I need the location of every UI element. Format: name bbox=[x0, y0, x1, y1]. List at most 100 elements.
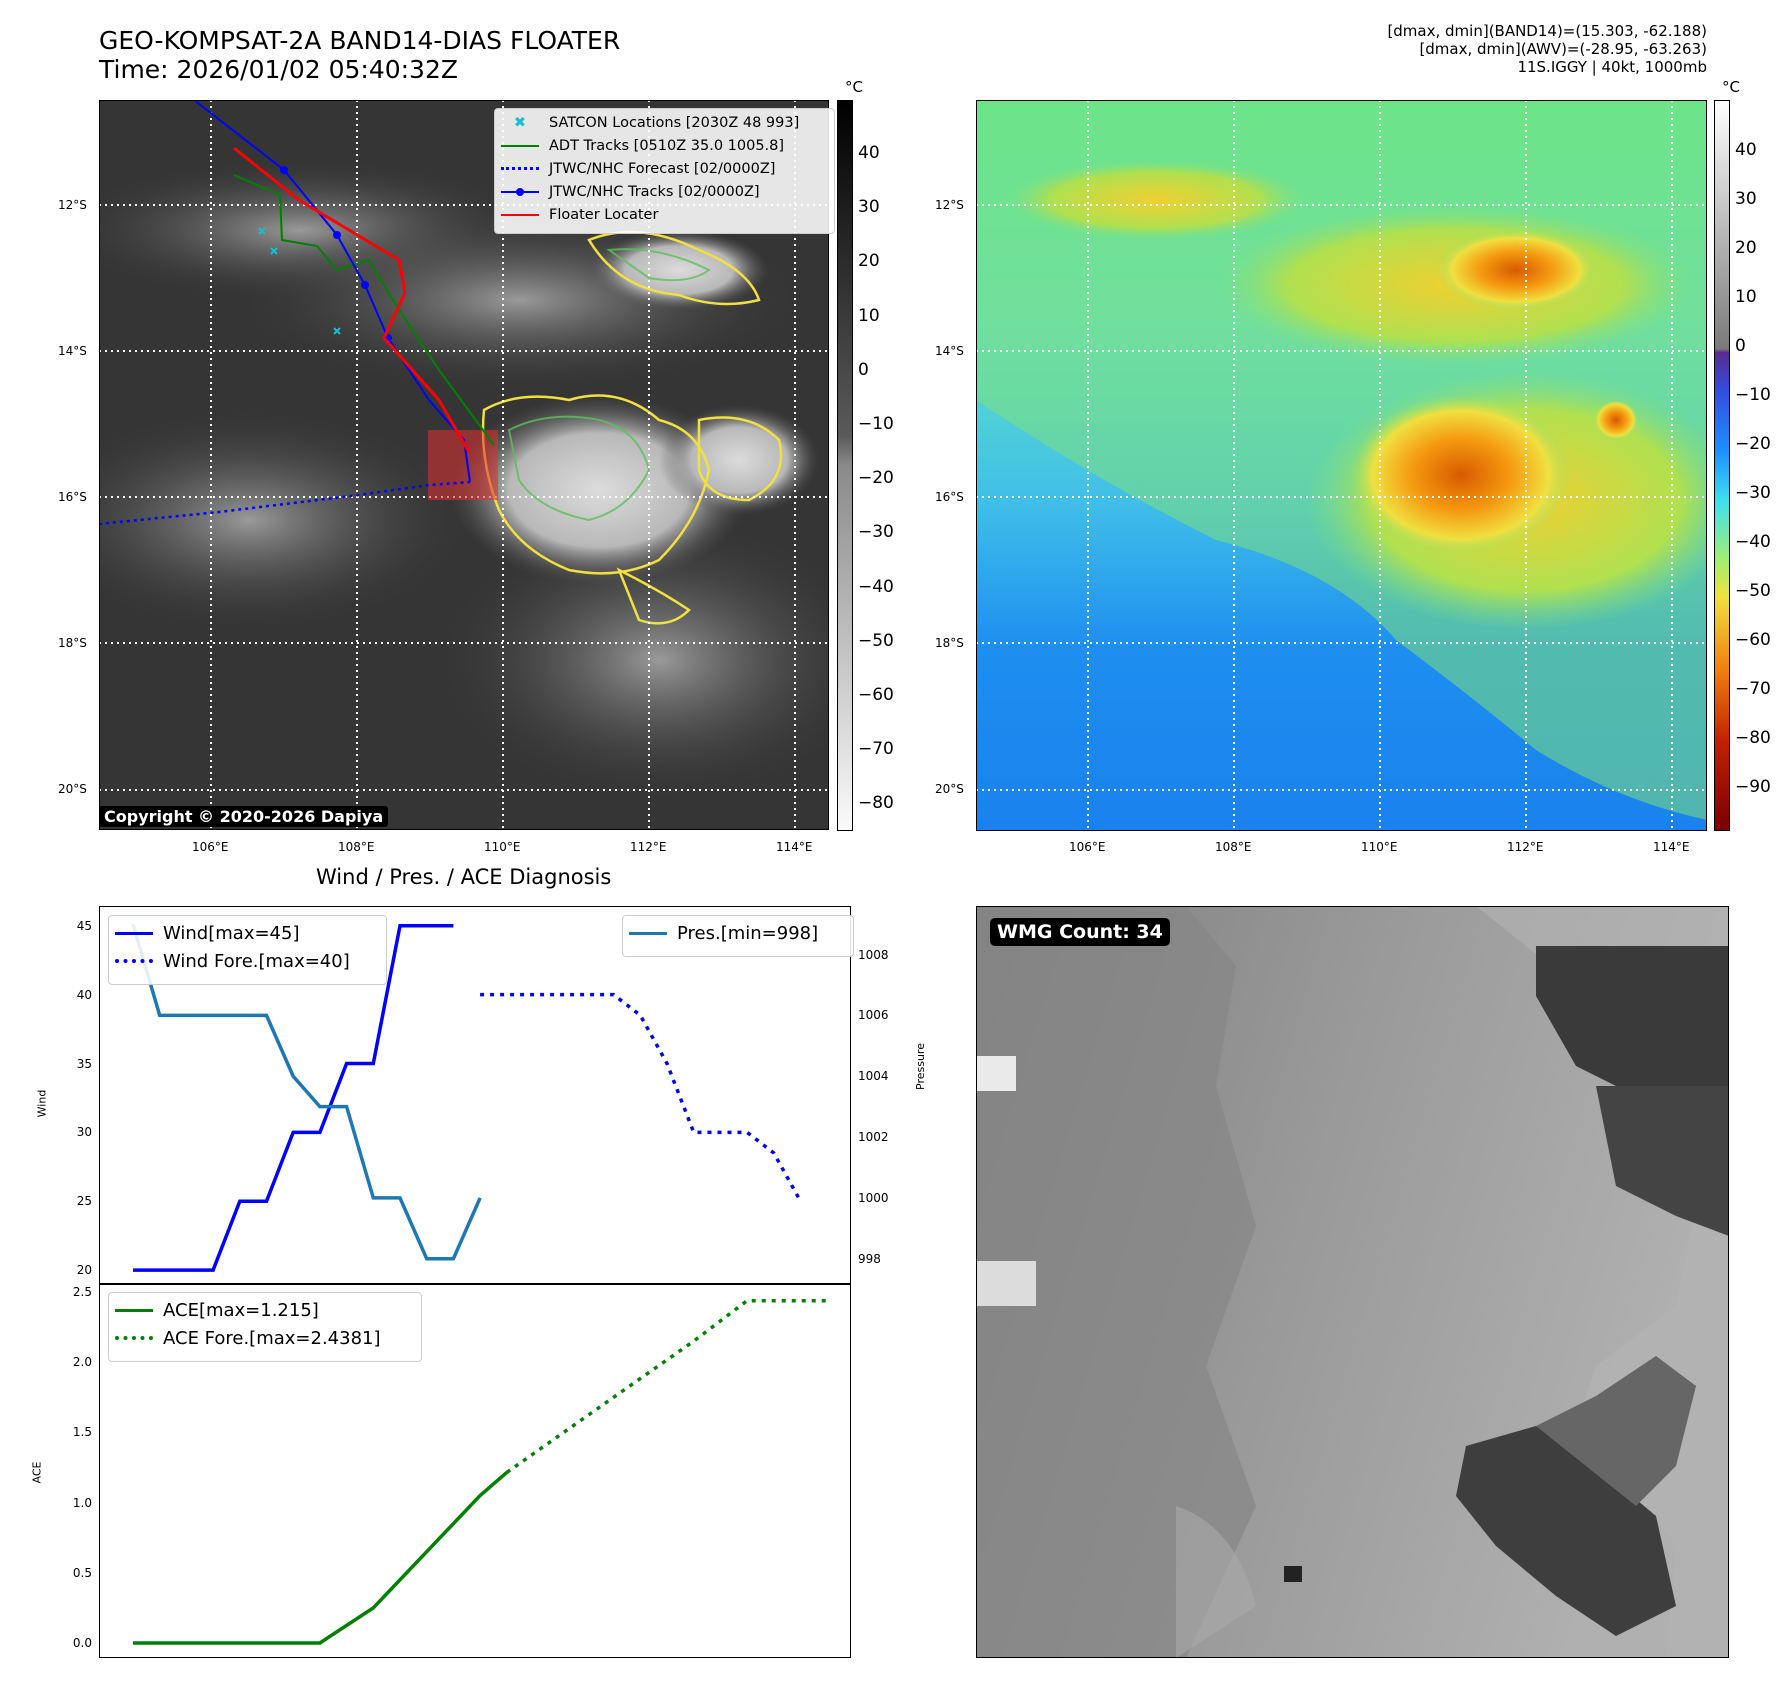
axis-tick-label: 40 bbox=[76, 987, 92, 1002]
ir-colorbar-unit: °C bbox=[845, 78, 863, 96]
colorbar-tick-label: −50 bbox=[1735, 581, 1771, 601]
ir-lon-label: 106°E bbox=[192, 840, 229, 854]
axis-tick-label: 1.5 bbox=[72, 1425, 92, 1440]
ace-line bbox=[133, 1471, 508, 1645]
wv-satellite-image bbox=[976, 100, 1707, 831]
ir-lat-label: 12°S bbox=[58, 198, 87, 212]
legend-satcon: ✖ SATCON Locations [2030Z 48 993] bbox=[501, 111, 828, 134]
wv-lon-label: 112°E bbox=[1507, 840, 1544, 854]
colorbar-tick-label: −40 bbox=[858, 576, 894, 597]
axis-tick-label: 998 bbox=[858, 1251, 881, 1266]
copyright-badge: Copyright © 2020-2026 Dapiya bbox=[99, 806, 389, 827]
colorbar-tick-label: −50 bbox=[858, 630, 894, 651]
axis-tick-label: 1002 bbox=[858, 1130, 889, 1145]
axis-tick-label: 1006 bbox=[858, 1008, 889, 1023]
ir-lon-label: 114°E bbox=[776, 840, 813, 854]
wv-lon-label: 108°E bbox=[1215, 840, 1252, 854]
pressure-line bbox=[131, 923, 482, 1261]
line-swatch-icon bbox=[115, 931, 153, 935]
floater-locater-track bbox=[233, 146, 471, 453]
forecast-track bbox=[99, 480, 471, 526]
axis-tick-label: 1004 bbox=[858, 1069, 889, 1084]
wind-series bbox=[133, 924, 803, 1272]
colorbar-tick-label: −20 bbox=[1735, 434, 1771, 454]
colorbar-tick-label: 0 bbox=[858, 359, 869, 380]
colorbar-tick-label: −10 bbox=[858, 414, 894, 434]
colorbar-tick-label: 0 bbox=[1735, 336, 1746, 356]
stats-block: [dmax, dmin](BAND14)=(15.303, -62.188) [… bbox=[1387, 22, 1707, 76]
title-line-1: GEO-KOMPSAT-2A BAND14-DIAS FLOATER bbox=[99, 26, 621, 55]
axis-tick-label: 25 bbox=[76, 1194, 92, 1209]
ir-lat-label: 14°S bbox=[58, 344, 87, 358]
colorbar-tick-label: −80 bbox=[858, 793, 894, 814]
wv-lon-label: 114°E bbox=[1653, 840, 1690, 854]
colorbar-tick-label: −30 bbox=[858, 522, 894, 543]
wind-legend: Wind[max=45] Wind Fore.[max=40] bbox=[108, 915, 387, 985]
ir-lon-label: 112°E bbox=[630, 840, 667, 854]
wmg-count-badge: WMG Count: 34 bbox=[990, 918, 1170, 946]
ace-series bbox=[133, 1298, 828, 1645]
wv-lon-label: 106°E bbox=[1069, 840, 1106, 854]
legend-wind-fore: Wind Fore.[max=40] bbox=[115, 947, 380, 975]
line-swatch-icon bbox=[501, 213, 539, 216]
colorbar-tick-label: 30 bbox=[1735, 189, 1757, 209]
axis-tick-label: 35 bbox=[76, 1056, 92, 1071]
stats-awv: [dmax, dmin](AWV)=(-28.95, -63.263) bbox=[1419, 40, 1707, 58]
diag-title: Wind / Pres. / ACE Diagnosis bbox=[316, 865, 612, 889]
colorbar-tick-label: 40 bbox=[1735, 140, 1757, 160]
wv-lat-label: 20°S bbox=[935, 782, 964, 796]
wmg-image bbox=[976, 906, 1729, 1658]
ir-legend: ✖ SATCON Locations [2030Z 48 993] ADT Tr… bbox=[494, 108, 835, 234]
stats-storm: 11S.IGGY | 40kt, 1000mb bbox=[1517, 58, 1707, 76]
ace-legend: ACE[max=1.215] ACE Fore.[max=2.4381] bbox=[108, 1292, 422, 1362]
wmg-panel bbox=[976, 906, 1729, 1658]
wv-lat-label: 12°S bbox=[935, 198, 964, 212]
stats-band14: [dmax, dmin](BAND14)=(15.303, -62.188) bbox=[1387, 22, 1707, 40]
diag-chart-frame bbox=[99, 906, 851, 1658]
dotted-line-swatch-icon bbox=[501, 167, 539, 170]
colorbar-tick-label: −70 bbox=[858, 739, 894, 760]
cold-cloud-contours bbox=[481, 230, 783, 625]
legend-adt: ADT Tracks [0510Z 35.0 1005.8] bbox=[501, 134, 828, 157]
ir-colorbar bbox=[837, 100, 853, 831]
ir-lon-label: 108°E bbox=[338, 840, 375, 854]
colorbar-tick-label: −40 bbox=[1735, 532, 1771, 552]
title-line-2: Time: 2026/01/02 05:40:32Z bbox=[99, 55, 458, 84]
colorbar-tick-label: −90 bbox=[1735, 777, 1771, 797]
colorbar-tick-label: −80 bbox=[1735, 728, 1771, 748]
colorbar-tick-label: 20 bbox=[858, 251, 880, 272]
axis-tick-label: 1000 bbox=[858, 1190, 889, 1205]
ace-forecast-line bbox=[505, 1298, 828, 1474]
colorbar-tick-label: −10 bbox=[1735, 385, 1771, 405]
wind-line bbox=[133, 924, 454, 1272]
axis-tick-label: 30 bbox=[76, 1125, 92, 1140]
axis-tick-label: 2.5 bbox=[72, 1285, 92, 1299]
dotted-line-swatch-icon bbox=[115, 1336, 153, 1340]
legend-jtwc: JTWC/NHC Tracks [02/0000Z] bbox=[501, 180, 828, 203]
wv-lat-label: 14°S bbox=[935, 344, 964, 358]
pressure-axis-label: Pressure bbox=[914, 1043, 927, 1090]
adt-track bbox=[233, 174, 338, 271]
legend-forecast: JTWC/NHC Forecast [02/0000Z] bbox=[501, 157, 828, 180]
wind-forecast-line bbox=[480, 992, 803, 1203]
ir-lat-label: 16°S bbox=[58, 490, 87, 504]
line-dot-swatch-icon bbox=[501, 187, 539, 196]
colorbar-tick-label: −70 bbox=[1735, 679, 1771, 699]
line-swatch-icon bbox=[629, 931, 667, 935]
colorbar-tick-label: 30 bbox=[858, 197, 880, 218]
line-swatch-icon bbox=[115, 1308, 153, 1312]
wv-gridlines bbox=[976, 100, 1707, 831]
diag-divider bbox=[99, 1283, 851, 1285]
colorbar-tick-label: 40 bbox=[858, 143, 880, 163]
ir-lat-label: 18°S bbox=[58, 636, 87, 650]
line-swatch-icon bbox=[501, 144, 539, 147]
legend-floater: Floater Locater bbox=[501, 203, 828, 226]
ir-lon-label: 110°E bbox=[484, 840, 521, 854]
wv-lat-label: 18°S bbox=[935, 636, 964, 650]
colorbar-tick-label: 10 bbox=[1735, 287, 1757, 307]
colorbar-tick-label: 20 bbox=[1735, 238, 1757, 258]
wv-colorbar bbox=[1714, 100, 1730, 831]
colorbar-tick-label: −30 bbox=[1735, 483, 1771, 503]
axis-tick-label: 0.5 bbox=[72, 1565, 92, 1580]
